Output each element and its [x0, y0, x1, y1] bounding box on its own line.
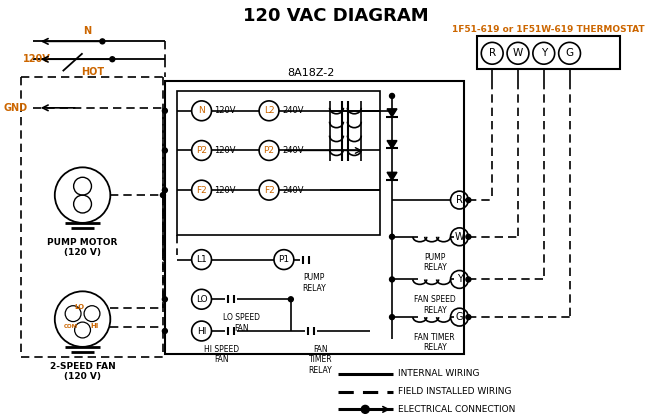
Text: PUMP
RELAY: PUMP RELAY [423, 253, 446, 272]
Circle shape [389, 315, 395, 320]
Circle shape [110, 57, 115, 62]
Text: 240V: 240V [282, 186, 304, 195]
Text: GND: GND [4, 103, 28, 113]
Text: FAN SPEED
RELAY: FAN SPEED RELAY [414, 295, 456, 315]
Text: LO: LO [74, 304, 84, 310]
Text: 120V: 120V [214, 186, 236, 195]
Circle shape [389, 234, 395, 239]
Text: R: R [456, 195, 463, 205]
Text: 120V: 120V [214, 106, 236, 115]
Text: PUMP
RELAY: PUMP RELAY [302, 274, 326, 293]
Polygon shape [387, 109, 397, 117]
Text: 1F51-619 or 1F51W-619 THERMOSTAT: 1F51-619 or 1F51W-619 THERMOSTAT [452, 25, 645, 34]
Text: 240V: 240V [282, 106, 304, 115]
Circle shape [162, 188, 168, 193]
Text: HOT: HOT [81, 67, 104, 77]
Text: 120V: 120V [23, 54, 51, 64]
Text: W: W [455, 232, 464, 242]
Text: LO SPEED
FAN: LO SPEED FAN [222, 313, 260, 333]
Text: PUMP MOTOR
(120 V): PUMP MOTOR (120 V) [48, 238, 118, 257]
Circle shape [466, 277, 471, 282]
Circle shape [389, 93, 395, 98]
Text: P2: P2 [263, 146, 275, 155]
Circle shape [162, 328, 168, 334]
Text: 8A18Z-2: 8A18Z-2 [287, 68, 334, 78]
Text: P2: P2 [196, 146, 207, 155]
Text: HI: HI [90, 323, 98, 329]
Text: INTERNAL WIRING: INTERNAL WIRING [398, 369, 480, 378]
Text: L2: L2 [264, 106, 274, 115]
Text: 2-SPEED FAN
(120 V): 2-SPEED FAN (120 V) [50, 362, 115, 381]
Text: W: W [513, 48, 523, 58]
Text: 120V: 120V [214, 146, 236, 155]
Text: COM: COM [64, 323, 78, 328]
Text: HI SPEED
FAN: HI SPEED FAN [204, 345, 239, 364]
Circle shape [160, 193, 165, 198]
Circle shape [466, 315, 471, 320]
Text: Y: Y [541, 48, 547, 58]
Circle shape [466, 234, 471, 239]
Circle shape [466, 198, 471, 202]
Text: R: R [488, 48, 496, 58]
Bar [477, 36, 620, 69]
Text: Y: Y [456, 274, 462, 285]
Polygon shape [387, 172, 397, 180]
Text: L1: L1 [196, 255, 207, 264]
Text: FIELD INSTALLED WIRING: FIELD INSTALLED WIRING [398, 387, 511, 396]
Text: 240V: 240V [282, 146, 304, 155]
Text: G: G [565, 48, 574, 58]
Text: G: G [456, 312, 463, 322]
Circle shape [389, 277, 395, 282]
Text: FAN TIMER
RELAY: FAN TIMER RELAY [414, 333, 455, 352]
Circle shape [361, 406, 369, 413]
Circle shape [162, 109, 168, 113]
Polygon shape [387, 140, 397, 148]
Text: N: N [84, 26, 92, 36]
Text: 120 VAC DIAGRAM: 120 VAC DIAGRAM [243, 7, 428, 25]
Circle shape [100, 39, 105, 44]
Text: HI: HI [197, 326, 206, 336]
Bar [177, 91, 380, 235]
Circle shape [288, 297, 293, 302]
Text: LO: LO [196, 295, 208, 304]
Text: F2: F2 [264, 186, 275, 195]
Circle shape [162, 148, 168, 153]
Bar [165, 81, 464, 354]
Text: FAN
TIMER
RELAY: FAN TIMER RELAY [309, 345, 332, 375]
Text: F2: F2 [196, 186, 207, 195]
Text: N: N [198, 106, 205, 115]
Circle shape [162, 297, 168, 302]
Text: ELECTRICAL CONNECTION: ELECTRICAL CONNECTION [398, 405, 515, 414]
Text: P1: P1 [278, 255, 289, 264]
